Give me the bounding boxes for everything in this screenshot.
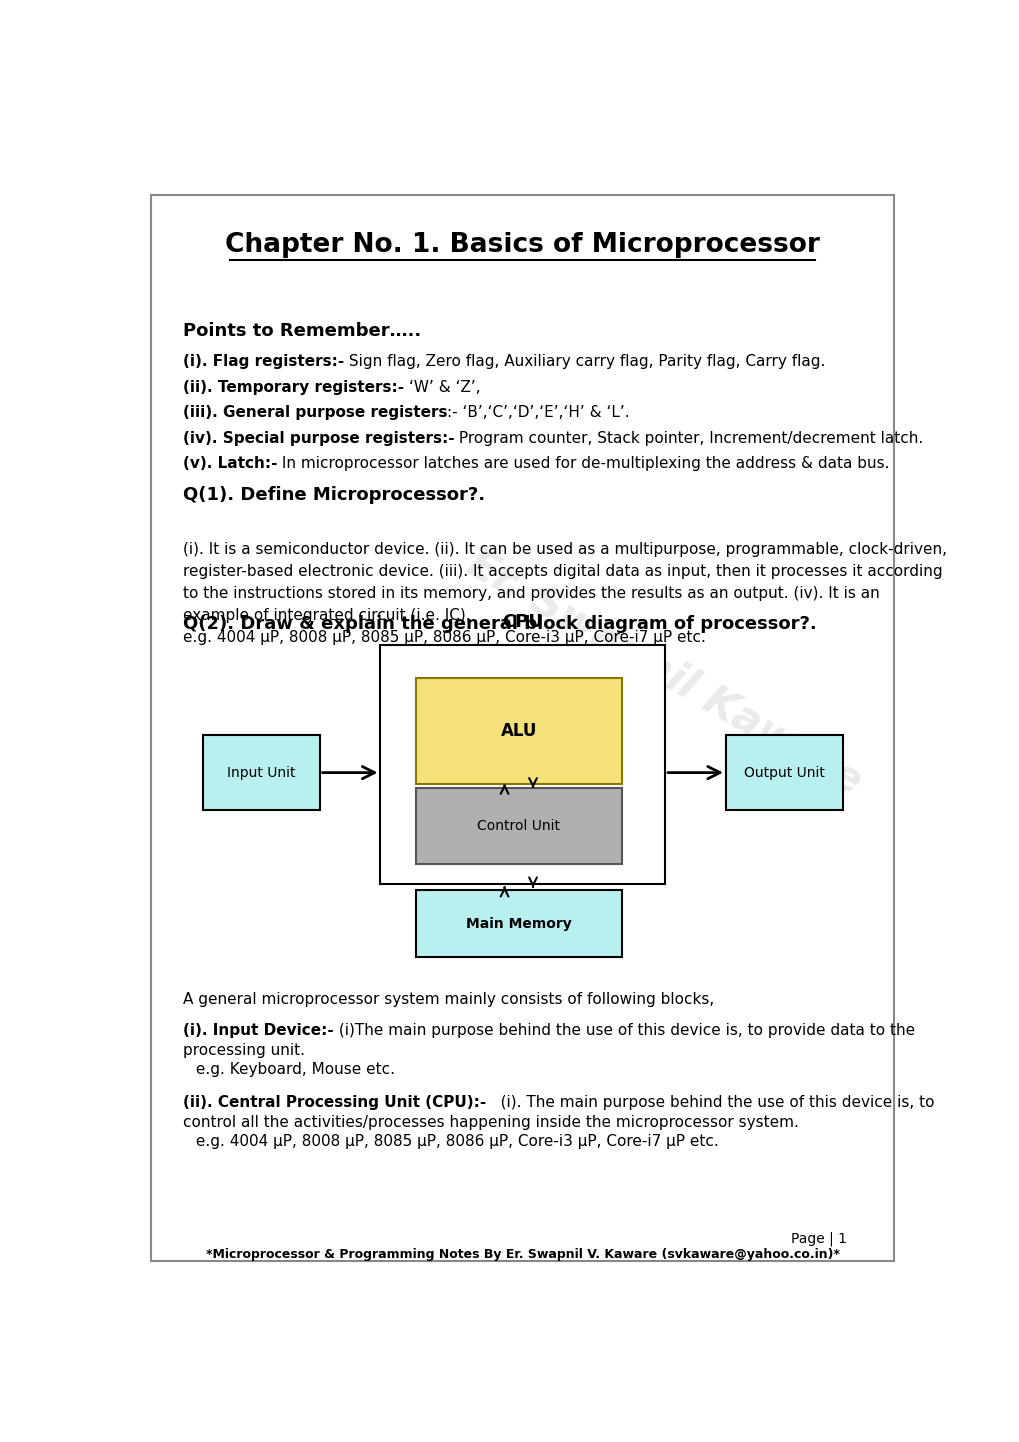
Text: A general microprocessor system mainly consists of following blocks,: A general microprocessor system mainly c…: [182, 992, 713, 1007]
Text: Page | 1: Page | 1: [790, 1231, 846, 1246]
FancyBboxPatch shape: [416, 890, 621, 957]
FancyBboxPatch shape: [726, 735, 842, 810]
Text: Points to Remember…..: Points to Remember…..: [182, 322, 421, 340]
Text: (iv). Special purpose registers:-: (iv). Special purpose registers:-: [182, 431, 454, 446]
Text: CPU: CPU: [501, 613, 543, 630]
Text: Sign flag, Zero flag, Auxiliary carry flag, Parity flag, Carry flag.: Sign flag, Zero flag, Auxiliary carry fl…: [343, 355, 824, 369]
Text: processing unit.: processing unit.: [182, 1043, 305, 1058]
Text: (i). Input Device:-: (i). Input Device:-: [182, 1022, 333, 1038]
Text: Program counter, Stack pointer, Increment/decrement latch.: Program counter, Stack pointer, Incremen…: [454, 431, 923, 446]
FancyBboxPatch shape: [416, 789, 621, 864]
Text: Input Unit: Input Unit: [226, 766, 296, 780]
Text: e.g. Keyboard, Mouse etc.: e.g. Keyboard, Mouse etc.: [191, 1061, 394, 1077]
Text: Control Unit: Control Unit: [477, 819, 559, 833]
FancyBboxPatch shape: [380, 645, 664, 884]
Text: Main Memory: Main Memory: [466, 917, 571, 930]
FancyBboxPatch shape: [203, 735, 319, 810]
FancyBboxPatch shape: [416, 678, 621, 784]
Text: control all the activities/processes happening inside the microprocessor system.: control all the activities/processes hap…: [182, 1115, 798, 1131]
Text: (i). Flag registers:-: (i). Flag registers:-: [182, 355, 343, 369]
Text: (i)The main purpose behind the use of this device is, to provide data to the: (i)The main purpose behind the use of th…: [333, 1022, 914, 1038]
Text: ‘W’ & ‘Z’,: ‘W’ & ‘Z’,: [409, 379, 480, 395]
Text: (v). Latch:-: (v). Latch:-: [182, 457, 277, 472]
Text: (i). The main purpose behind the use of this device is, to: (i). The main purpose behind the use of …: [486, 1094, 933, 1110]
Text: In microprocessor latches are used for de-multiplexing the address & data bus.: In microprocessor latches are used for d…: [277, 457, 889, 472]
Text: (i). It is a semiconductor device. (ii). It can be used as a multipurpose, progr: (i). It is a semiconductor device. (ii).…: [182, 542, 946, 646]
Text: :- ‘B’,‘C’,‘D’,‘E’,‘H’ & ‘L’.: :- ‘B’,‘C’,‘D’,‘E’,‘H’ & ‘L’.: [447, 405, 630, 421]
Text: Output Unit: Output Unit: [743, 766, 824, 780]
Text: *Microprocessor & Programming Notes By Er. Swapnil V. Kaware (svkaware@yahoo.co.: *Microprocessor & Programming Notes By E…: [206, 1247, 839, 1260]
Text: e.g. 4004 μP, 8008 μP, 8085 μP, 8086 μP, Core-i3 μP, Core-i7 μP etc.: e.g. 4004 μP, 8008 μP, 8085 μP, 8086 μP,…: [191, 1133, 717, 1149]
Text: ALU: ALU: [500, 722, 536, 740]
Text: Q(1). Define Microprocessor?.: Q(1). Define Microprocessor?.: [182, 486, 484, 505]
FancyBboxPatch shape: [151, 195, 894, 1262]
Text: (ii). Central Processing Unit (CPU):-: (ii). Central Processing Unit (CPU):-: [182, 1094, 486, 1110]
Text: Chapter No. 1. Basics of Microprocessor: Chapter No. 1. Basics of Microprocessor: [225, 232, 819, 258]
Text: Er. Swapnil Kaware: Er. Swapnil Kaware: [460, 542, 869, 803]
Text: (iii). General purpose registers: (iii). General purpose registers: [182, 405, 447, 421]
Text: Q(2). Draw & explain the general block diagram of processor?.: Q(2). Draw & explain the general block d…: [182, 614, 816, 633]
Text: (ii). Temporary registers:-: (ii). Temporary registers:-: [182, 379, 409, 395]
